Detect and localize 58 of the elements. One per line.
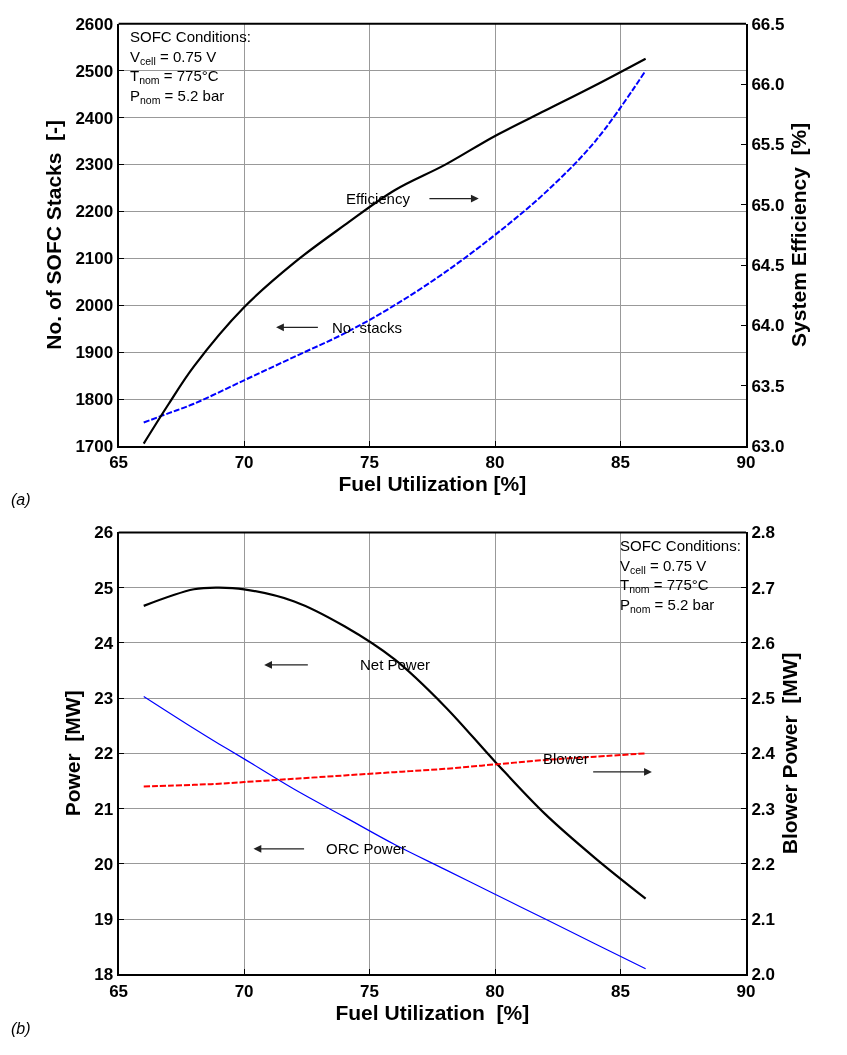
y2-tick-label: 2.3 [751,799,776,819]
x-axis-title: Fuel Utilization [%] [335,1000,530,1024]
x-tick-label: 75 [360,453,380,473]
x-tick-label: 85 [611,453,630,473]
y-tick-label: 1700 [75,436,114,456]
y2-tick-label: 65.0 [751,195,785,215]
y-tick-label: 26 [94,523,114,543]
text: SOFC Conditions: V$_{cell}$ = 0.75 V T$_{nom}$ = 775°C P$_{nom}$ = 5.2 bar [130,28,251,106]
x-tick-label: 70 [234,981,254,1001]
annotation: ORC Power [326,840,407,857]
y2-tick-label: 66.0 [751,75,785,94]
y2-tick-label: 2.2 [751,854,776,874]
y-tick-label: 2100 [75,249,114,269]
y2-tick-label: 64.0 [751,316,785,336]
y-axis-title: No. of SOFC Stacks [-] [42,119,66,350]
y2-tick-label: 64.5 [751,255,785,275]
y-tick-label: 23 [94,689,114,709]
y-tick-label: 1800 [75,390,114,410]
text: SOFC Conditions: V$_{cell}$ = 0.75 V T$_{nom}$ = 775°C P$_{nom}$ = 5.2 bar [620,537,741,615]
y2-tick-label: 2.6 [751,633,776,653]
x-tick-label: 85 [611,981,630,1001]
x-tick-label: 65 [109,453,129,473]
y-tick-label: 20 [94,854,114,874]
y-tick-label: 1900 [75,343,114,363]
x-tick-label: 75 [360,981,380,1001]
line-series [142,752,647,788]
y2-tick-label: 66.5 [751,14,785,34]
y-tick-label: 2300 [75,155,114,175]
y-tick-label: 19 [94,910,114,930]
x-tick-label: 80 [485,453,505,473]
text: (b) [11,1020,31,1037]
y-tick-label: 2600 [75,14,114,34]
annotation: No. stacks [332,319,403,336]
y-tick-label: 22 [94,744,114,764]
y-tick-label: 21 [94,799,114,819]
y2-axis-title: Blower Power [MW] [778,652,802,855]
y2-tick-label: 63.0 [751,436,785,456]
x-tick-label: 70 [234,453,254,473]
y-tick-label: 25 [94,578,114,598]
y2-tick-label: 65.5 [751,135,785,155]
y2-tick-label: 2.8 [751,523,776,543]
x-tick-label: 80 [485,981,505,1001]
y2-tick-label: 63.5 [751,376,785,396]
y-tick-label: 2500 [75,61,114,81]
y-tick-label: 2000 [75,296,114,316]
x-axis-title: Fuel Utilization [%] [338,472,527,496]
y-tick-label: 2200 [75,202,114,222]
text: (a) [11,491,31,508]
y-tick-label: 24 [94,633,114,653]
y2-tick-label: 2.4 [751,744,776,764]
y-axis-title: Power [MW] [60,690,84,817]
x-tick-label: 90 [736,453,756,473]
y2-tick-label: 2.5 [751,689,776,709]
y2-axis-title: System Efficiency [%] [787,122,811,347]
y2-tick-label: 2.1 [751,910,776,930]
line-series [143,695,647,970]
y-tick-label: 2400 [75,108,114,128]
y2-tick-label: 2.7 [751,578,776,598]
